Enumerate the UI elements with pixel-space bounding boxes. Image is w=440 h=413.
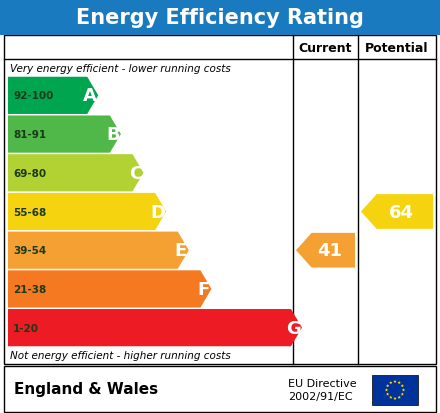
Polygon shape [397, 381, 401, 384]
Polygon shape [402, 388, 405, 392]
Bar [4, 36, 436, 364]
Polygon shape [393, 380, 397, 383]
Polygon shape [8, 271, 212, 308]
Text: Current: Current [299, 41, 352, 55]
Text: F: F [197, 280, 209, 298]
Polygon shape [8, 155, 143, 192]
Polygon shape [393, 397, 397, 400]
Polygon shape [361, 195, 433, 229]
Text: 2002/91/EC: 2002/91/EC [288, 391, 352, 401]
Polygon shape [8, 78, 98, 115]
Text: C: C [129, 164, 142, 183]
Text: Not energy efficient - higher running costs: Not energy efficient - higher running co… [10, 351, 231, 361]
Polygon shape [389, 396, 392, 399]
Polygon shape [8, 309, 302, 347]
Text: 41: 41 [318, 242, 343, 260]
Polygon shape [8, 193, 166, 230]
Polygon shape [401, 392, 404, 396]
Text: 81-91: 81-91 [13, 130, 46, 140]
Polygon shape [389, 381, 392, 384]
Bar [0, 0, 440, 36]
Polygon shape [8, 116, 121, 153]
Polygon shape [385, 388, 388, 392]
Text: 92-100: 92-100 [13, 91, 53, 101]
Text: 1-20: 1-20 [13, 323, 39, 333]
Text: A: A [83, 87, 97, 105]
Text: Very energy efficient - lower running costs: Very energy efficient - lower running co… [10, 63, 231, 74]
Text: 21-38: 21-38 [13, 284, 46, 294]
Polygon shape [397, 396, 401, 399]
Text: EU Directive: EU Directive [288, 378, 357, 388]
Polygon shape [386, 392, 389, 396]
Bar [372, 375, 418, 405]
Text: 39-54: 39-54 [13, 246, 46, 256]
Text: Energy Efficiency Rating: Energy Efficiency Rating [76, 8, 364, 28]
Text: Potential: Potential [365, 41, 429, 55]
Text: B: B [106, 126, 120, 144]
Text: 55-68: 55-68 [13, 207, 46, 217]
Polygon shape [296, 233, 355, 268]
Polygon shape [386, 384, 389, 387]
Polygon shape [8, 232, 189, 269]
Text: G: G [286, 319, 301, 337]
Text: D: D [150, 203, 165, 221]
Bar [4, 366, 436, 412]
Text: 64: 64 [389, 203, 414, 221]
Text: E: E [175, 242, 187, 260]
Polygon shape [401, 384, 404, 387]
Text: England & Wales: England & Wales [14, 382, 158, 396]
Text: 69-80: 69-80 [13, 169, 46, 178]
